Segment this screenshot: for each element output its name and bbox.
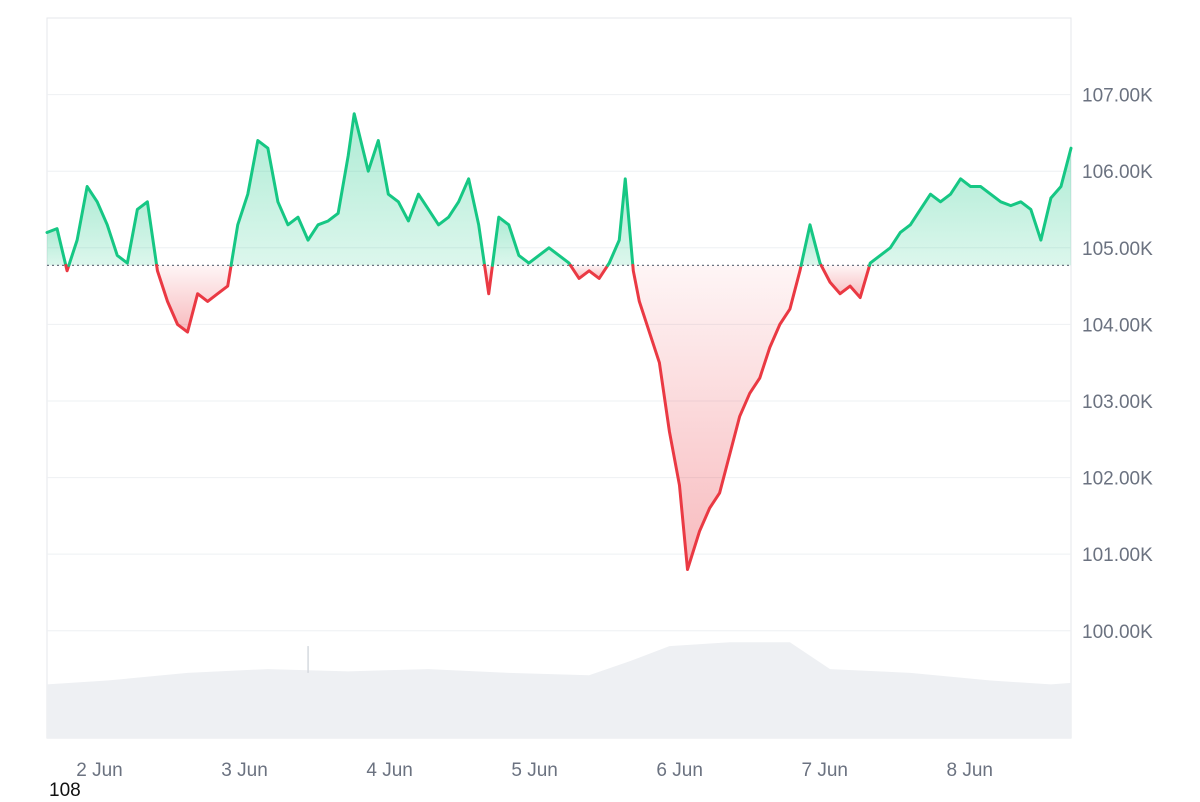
y-tick-label-1: 101.00K [1082,545,1153,566]
area-down-3 [156,265,232,333]
line-up-8 [606,177,635,267]
y-tick-label-2: 102.00K [1082,469,1153,490]
line-up-6 [490,215,573,267]
area-down-11 [821,265,870,298]
line-down-3 [155,263,233,334]
x-tick-label-1: 3 Jun [221,760,267,781]
x-tick-label-0: 2 Jun [76,760,122,781]
area-up-6 [492,217,571,266]
line-up-12 [868,146,1073,267]
area-down-7 [570,265,608,279]
line-down-11 [819,263,872,300]
x-tick-label-6: 8 Jun [947,760,993,781]
plot-frame [46,17,1072,739]
area-up-12 [869,148,1071,266]
y-tick-label-5: 105.00K [1082,239,1153,260]
volume-area [47,642,1071,738]
x-tick-label-3: 5 Jun [511,760,557,781]
y-tick-label-7: 107.00K [1082,86,1153,107]
x-tick-label-4: 6 Jun [656,760,702,781]
line-down-9 [631,263,803,571]
line-up-2 [67,185,159,267]
line-down-7 [569,263,610,280]
area-up-0 [47,228,66,266]
line-up-4 [229,112,487,267]
line-down-1 [64,263,71,273]
area-up-10 [801,224,822,266]
y-tick-label-4: 104.00K [1082,315,1153,336]
line-up-0 [45,227,68,267]
area-up-2 [68,186,157,266]
y-tick-label-0: 100.00K [1082,622,1153,643]
area-down-9 [632,265,802,570]
line-down-5 [483,263,494,296]
area-up-4 [231,113,485,266]
x-tick-label-2: 4 Jun [366,760,412,781]
x-tick-label-5: 7 Jun [801,760,847,781]
y-tick-label-3: 103.00K [1082,392,1153,413]
footer-note: 108 [49,780,81,801]
y-tick-label-6: 106.00K [1082,162,1153,183]
